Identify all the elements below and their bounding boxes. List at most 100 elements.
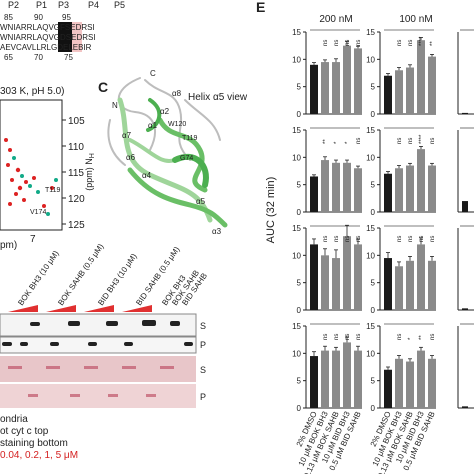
panel-label-e: E: [256, 0, 265, 15]
y-tick-label: 115: [68, 168, 84, 179]
y-tick-label: 5: [371, 279, 376, 288]
nmr-peak: [46, 212, 50, 216]
nmr-peak: [28, 184, 32, 188]
nmr-peak: [12, 156, 16, 160]
peak-label: V174: [30, 209, 46, 216]
conserved-residue-highlight: [58, 22, 72, 52]
nmr-peak: [24, 180, 28, 184]
bar: [462, 201, 468, 212]
residue-number: 90: [34, 13, 43, 22]
blot-row-label: P: [200, 340, 206, 350]
bar: [321, 255, 329, 310]
nmr-spectrum: 303 K, pH 5.0) 105 110 115 120 125 (ppm)…: [0, 86, 96, 251]
bar: [321, 350, 329, 408]
nmr-peak: [36, 190, 40, 194]
significance-label: ns: [345, 40, 351, 46]
y-tick-label: 15: [292, 322, 301, 331]
y-tick-label: 15: [292, 224, 301, 233]
y-tick-label: 110: [68, 142, 84, 153]
y-tick-label: 5: [371, 83, 376, 92]
bar: [417, 149, 425, 212]
residue-number: 65: [4, 53, 13, 62]
nmr-peak: [22, 198, 26, 202]
bar: [343, 342, 351, 408]
y-tick-label: 10: [366, 349, 375, 358]
bar: [343, 236, 351, 310]
position-label: P1: [36, 0, 47, 10]
structure-label: α4: [142, 171, 152, 180]
structure-label: α8: [172, 89, 182, 98]
y-tick-label: 10: [292, 251, 301, 260]
y-tick-label: 10: [292, 55, 301, 64]
blot-row-s: [0, 313, 197, 337]
bar: [417, 244, 425, 310]
blot-header: BID BH3 (10 μM): [96, 252, 139, 307]
y-tick-label: 120: [68, 194, 85, 205]
blot-caption-line: ondria: [0, 414, 28, 425]
significance-label: ns: [356, 138, 362, 144]
structure-label: α3: [212, 227, 222, 236]
y-tick-label: 15: [366, 126, 375, 135]
nmr-title: 303 K, pH 5.0): [0, 86, 64, 97]
significance-label: ns: [419, 236, 425, 242]
residue-number: 75: [64, 53, 73, 62]
bar: [384, 258, 392, 310]
partial-bar-panel: [457, 323, 474, 409]
bar: [428, 358, 436, 408]
variable-residue-highlight: [72, 22, 82, 52]
position-label: P2: [8, 0, 19, 10]
partial-bar-panel: [457, 127, 474, 213]
nmr-peak: [4, 138, 8, 142]
bar: [343, 162, 351, 212]
nmr-peak: [20, 174, 24, 178]
bar: [428, 165, 436, 212]
significance-label: ns: [397, 138, 403, 144]
bar: [462, 406, 468, 408]
significance-label: **: [430, 41, 436, 46]
sequence-line: WNIARRLAQVGFSEDRSI: [0, 23, 95, 32]
y-tick-label: 0: [297, 404, 302, 413]
nmr-y-axis-label: (ppm) NH: [84, 153, 96, 191]
bar: [310, 64, 318, 114]
chart-y-axis-label: AUC (32 min): [265, 177, 277, 244]
blot-caption-line: staining bottom: [0, 438, 68, 449]
bar: [406, 361, 414, 408]
significance-label: ns: [345, 236, 351, 242]
sequence-line: WNIARRLAQVGDSEDRSI: [0, 33, 96, 42]
y-tick-label: 15: [366, 322, 375, 331]
structure-label: α5: [196, 197, 206, 206]
bar: [332, 62, 340, 114]
significance-label: ns: [334, 334, 340, 340]
significance-label: ns: [323, 40, 329, 46]
position-label: P3: [58, 0, 69, 10]
column-header: 200 nM: [319, 14, 352, 25]
y-tick-label: 15: [292, 28, 301, 37]
residue-number: 70: [34, 53, 43, 62]
position-label: P5: [114, 0, 125, 10]
structure-label: W120: [168, 121, 186, 128]
y-tick-label: 0: [297, 306, 302, 315]
column-header: 100 nM: [399, 14, 432, 25]
y-tick-label: 10: [366, 153, 375, 162]
y-tick-label: 0: [371, 208, 376, 217]
nmr-peak: [10, 178, 14, 182]
bar: [384, 75, 392, 114]
y-tick-label: 15: [366, 28, 375, 37]
significance-label: ns: [356, 236, 362, 242]
significance-label: ns: [430, 138, 436, 144]
structure-label: α7: [122, 131, 132, 140]
protein-structure: C Helix α5 view C N α8 α1 α2 α6 α4 α5 α3…: [98, 69, 248, 236]
bar: [343, 45, 351, 114]
y-tick-label: 5: [297, 181, 302, 190]
nmr-peak: [15, 167, 21, 173]
bar: [310, 356, 318, 408]
structure-label: N: [112, 101, 118, 110]
bar: [395, 168, 403, 212]
nmr-peaks: [4, 138, 58, 216]
